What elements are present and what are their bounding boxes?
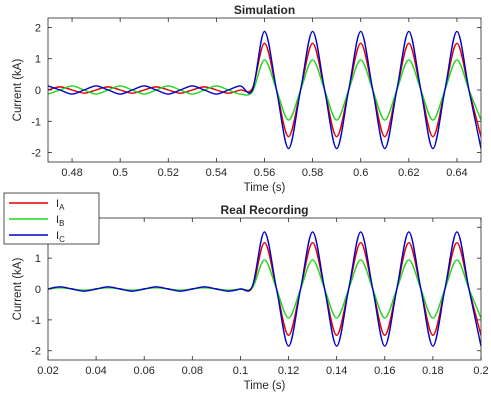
recording-x-tick-label: 0.16 [374,365,395,377]
simulation-x-tick-label: 0.52 [158,167,179,179]
simulation-panel: 0.48 0.5 0.52 0.54 0.56 0.58 0.6 0.62 0.64 -2 -1 0 1… [12,3,482,194]
simulation-y-tick-label: -2 [31,148,41,160]
simulation-y-tick-label: 1 [35,54,41,66]
recording-x-tick-label: 0.02 [37,365,58,377]
recording-y-tick-label: -1 [31,315,41,327]
simulation-y-tick-label: 0 [35,85,41,97]
simulation-series-i-c-line [48,30,481,150]
simulation-y-tick-label: -1 [31,116,41,128]
simulation-x-tick-label: 0.6 [353,167,368,179]
recording-plot-area [48,218,481,360]
legend: IA IB IC [3,192,100,245]
recording-y-tick-label: 1 [35,253,41,265]
simulation-y-tick-label: 2 [35,22,41,34]
simulation-x-tick-label: 0.54 [206,167,227,179]
simulation-series-i-a-line [48,42,481,138]
simulation-x-tick-label: 0.48 [61,167,82,179]
recording-y-axis-label: Current (kA) [12,258,24,321]
recording-y-tick-label: 0 [35,284,41,296]
recording-y-tick-label: -2 [31,346,41,358]
simulation-title: Simulation [234,3,295,17]
legend-label-a: IA [56,198,65,212]
recording-x-tick-label: 0.2 [473,365,488,377]
simulation-x-tick-label: 0.5 [113,167,128,179]
simulation-plot-area [48,18,481,162]
simulation-x-tick-label: 0.58 [302,167,323,179]
legend-label-b: IB [56,214,64,228]
recording-x-axis-label: Time (s) [244,380,286,392]
recording-x-tick-label: 0.12 [278,365,299,377]
simulation-y-axis-label: Current (kA) [12,59,24,122]
simulation-x-tick-label: 0.56 [254,167,275,179]
legend-label-c: IC [56,230,65,244]
simulation-x-tick-label: 0.62 [398,167,419,179]
recording-x-tick-label: 0.18 [422,365,443,377]
simulation-x-axis-label: Time (s) [244,182,286,194]
recording-x-tick-label: 0.1 [233,365,248,377]
recording-x-tick-label: 0.04 [85,365,106,377]
recording-x-tick-label: 0.06 [134,365,155,377]
simulation-series-i-b-line [48,59,481,121]
recording-panel: 0.02 0.04 0.06 0.08 0.1 0.12 0.14 0.16 0.18 0.2 -2… [12,203,489,392]
recording-x-tick-label: 0.14 [326,365,347,377]
simulation-x-tick-label: 0.64 [446,167,467,179]
recording-title: Real Recording [220,203,308,217]
recording-series-i-c-line [48,231,481,347]
recording-x-tick-label: 0.08 [182,365,203,377]
